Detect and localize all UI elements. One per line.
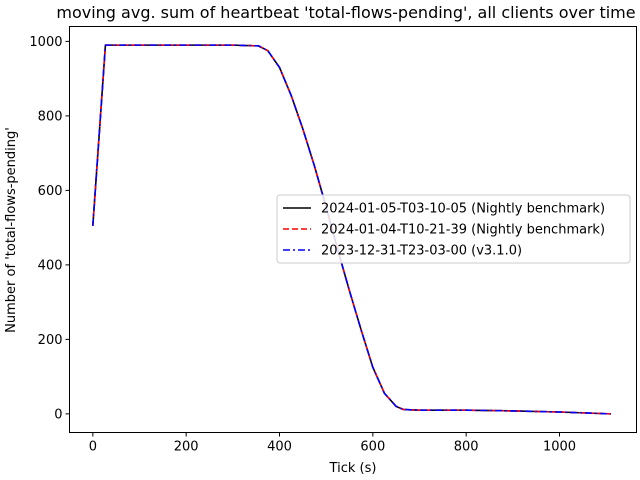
legend-entry-3: 2023-12-31-T23-03-00 (v3.1.0) — [321, 244, 522, 259]
x-axis-label: Tick (s) — [329, 461, 377, 476]
y-tick-label: 800 — [38, 109, 63, 124]
x-tick-label: 800 — [454, 440, 479, 455]
legend-entry-1: 2024-01-05-T03-10-05 (Nightly benchmark) — [321, 202, 605, 217]
series-line-2 — [92, 44, 611, 415]
x-tick-label: 600 — [360, 440, 385, 455]
legend-box — [276, 194, 631, 264]
x-tick-label: 1000 — [543, 440, 576, 455]
legend-entry-2: 2024-01-04-T10-21-39 (Nightly benchmark) — [321, 223, 605, 238]
y-tick-label: 0 — [54, 407, 62, 422]
x-tick-label: 400 — [267, 440, 292, 455]
y-tick-label: 200 — [38, 333, 63, 348]
plot-frame — [69, 26, 637, 433]
x-axis: 0 200 400 600 800 1000 — [89, 432, 576, 455]
y-tick-label: 1000 — [29, 35, 62, 50]
y-axis-label: Number of 'total-flows-pending' — [4, 127, 19, 333]
x-tick-label: 200 — [174, 440, 199, 455]
y-tick-label: 400 — [38, 258, 63, 273]
y-axis: 0 200 400 600 800 1000 — [29, 35, 70, 422]
y-tick-label: 600 — [38, 184, 63, 199]
x-tick-label: 0 — [89, 440, 97, 455]
chart-title: moving avg. sum of heartbeat 'total-flow… — [56, 3, 635, 22]
legend: 2024-01-05-T03-10-05 (Nightly benchmark)… — [276, 194, 631, 264]
